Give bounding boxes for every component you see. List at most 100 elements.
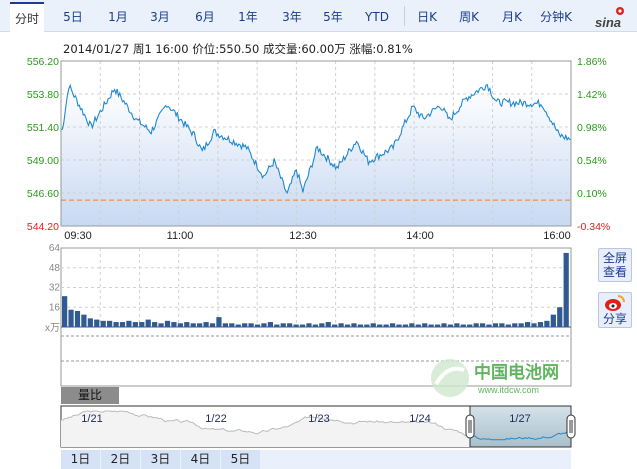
tab-10[interactable]: 周K [459, 10, 479, 24]
volume-bar [447, 324, 454, 327]
volume-bar [261, 323, 267, 327]
volume-bar [254, 324, 261, 327]
price-axis-label: 556.20 [27, 56, 59, 68]
volume-axis-label: 48 [49, 263, 61, 274]
price-line [60, 83, 571, 194]
volume-bar [486, 324, 492, 327]
volume-bar [492, 323, 499, 327]
volume-bar [164, 320, 171, 327]
navigator-right-handle[interactable] [566, 414, 576, 439]
volume-bar [415, 324, 421, 327]
tab-9[interactable]: 日K [417, 10, 437, 24]
day-button-5[interactable]: 5日 [221, 450, 260, 469]
fullscreen-button[interactable]: 全屏查看 [598, 248, 632, 282]
volume-unit-label: x万 [45, 323, 60, 334]
day-button-2[interactable]: 2日 [101, 450, 140, 469]
watermark-name: 中国电池网 [474, 362, 559, 382]
volume-bar [293, 324, 299, 327]
volume-bar [312, 324, 319, 327]
volume-bar [158, 323, 164, 327]
volume-bar [518, 323, 524, 327]
price-axis-label: 553.80 [27, 89, 59, 101]
volume-bar [537, 322, 544, 327]
volume-bar [434, 324, 441, 327]
tab-0[interactable]: 分时 [10, 2, 44, 33]
volume-bar [280, 323, 286, 327]
volume-bar [499, 323, 505, 327]
volume-bar [100, 320, 106, 327]
volume-bar [332, 324, 338, 327]
volume-bar [454, 323, 460, 327]
volume-bar [242, 323, 248, 327]
volume-bar [467, 324, 473, 327]
percent-axis-label: 0.10% [577, 188, 607, 200]
volume-bar [428, 324, 434, 327]
tab-8[interactable]: YTD [365, 10, 389, 24]
volume-bar [132, 322, 138, 327]
day-button-3[interactable]: 3日 [141, 450, 180, 469]
volume-bar [171, 322, 177, 327]
volume-bar [113, 322, 119, 327]
volume-bar [524, 322, 531, 327]
watermark-url: www.itdcw.com [477, 385, 539, 395]
percent-axis-label: 0.54% [577, 155, 607, 167]
navigator-date-label: 1/27 [509, 413, 530, 425]
tab-separator [404, 6, 405, 26]
time-axis-label: 09:30 [64, 230, 92, 242]
fullscreen-label: 全屏查看 [602, 251, 627, 279]
volume-axis-label: 32 [49, 283, 61, 294]
volume-bar [338, 323, 344, 327]
volume-bar [351, 323, 357, 327]
time-axis-label: 14:00 [406, 230, 434, 242]
tab-4[interactable]: 6月 [195, 10, 215, 24]
volume-bar [383, 324, 389, 327]
volume-bar [94, 319, 100, 327]
navigator-selection[interactable] [469, 405, 572, 448]
volume-plot-area [60, 247, 572, 387]
tab-6[interactable]: 3年 [282, 10, 302, 24]
volume-bar [139, 322, 145, 327]
tab-11[interactable]: 月K [502, 10, 522, 24]
volume-bar [325, 322, 331, 327]
volume-bar [473, 323, 479, 327]
volume-bar [377, 324, 383, 327]
svg-text:sina: sina [595, 15, 621, 30]
volume-bar [422, 323, 428, 327]
volume-bar [287, 323, 293, 327]
percent-axis-label: -0.34% [577, 221, 610, 233]
volume-bar [87, 318, 93, 327]
volume-bar [389, 323, 396, 327]
volume-bar [531, 323, 537, 327]
price-axis-label: 546.60 [27, 188, 59, 200]
tab-5[interactable]: 1年 [238, 10, 258, 24]
volume-bar [550, 314, 556, 327]
tab-7[interactable]: 5年 [323, 10, 343, 24]
volume-bar [68, 309, 74, 327]
percent-axis-label: 1.42% [577, 89, 607, 101]
tab-3[interactable]: 3月 [150, 10, 170, 24]
tab-2[interactable]: 1月 [108, 10, 128, 24]
volume-ratio-tab[interactable]: 量比 [61, 387, 119, 404]
day-button-1[interactable]: 1日 [61, 450, 100, 469]
navigator-left-handle[interactable] [465, 414, 475, 439]
navigator-history-fill [61, 411, 470, 447]
time-axis-label: 16:00 [543, 230, 571, 242]
day-button-4[interactable]: 4日 [181, 450, 220, 469]
share-label: 分享 [602, 312, 627, 326]
volume-bar [119, 322, 126, 327]
volume-bar [216, 317, 222, 327]
percent-axis-label: 0.98% [577, 122, 607, 134]
volume-axis-label: 16 [49, 302, 61, 313]
price-plot-border [60, 60, 572, 227]
volume-bar [505, 324, 511, 327]
volume-bar [544, 320, 550, 327]
volume-bar [152, 322, 158, 327]
volume-bar [479, 323, 486, 327]
navigator-date-label: 1/21 [81, 413, 102, 425]
volume-bar [62, 296, 68, 327]
tab-12[interactable]: 分钟K [540, 10, 572, 24]
volume-bar [512, 323, 518, 327]
share-button[interactable]: 分享 [598, 292, 632, 328]
tab-1[interactable]: 5日 [63, 10, 83, 24]
